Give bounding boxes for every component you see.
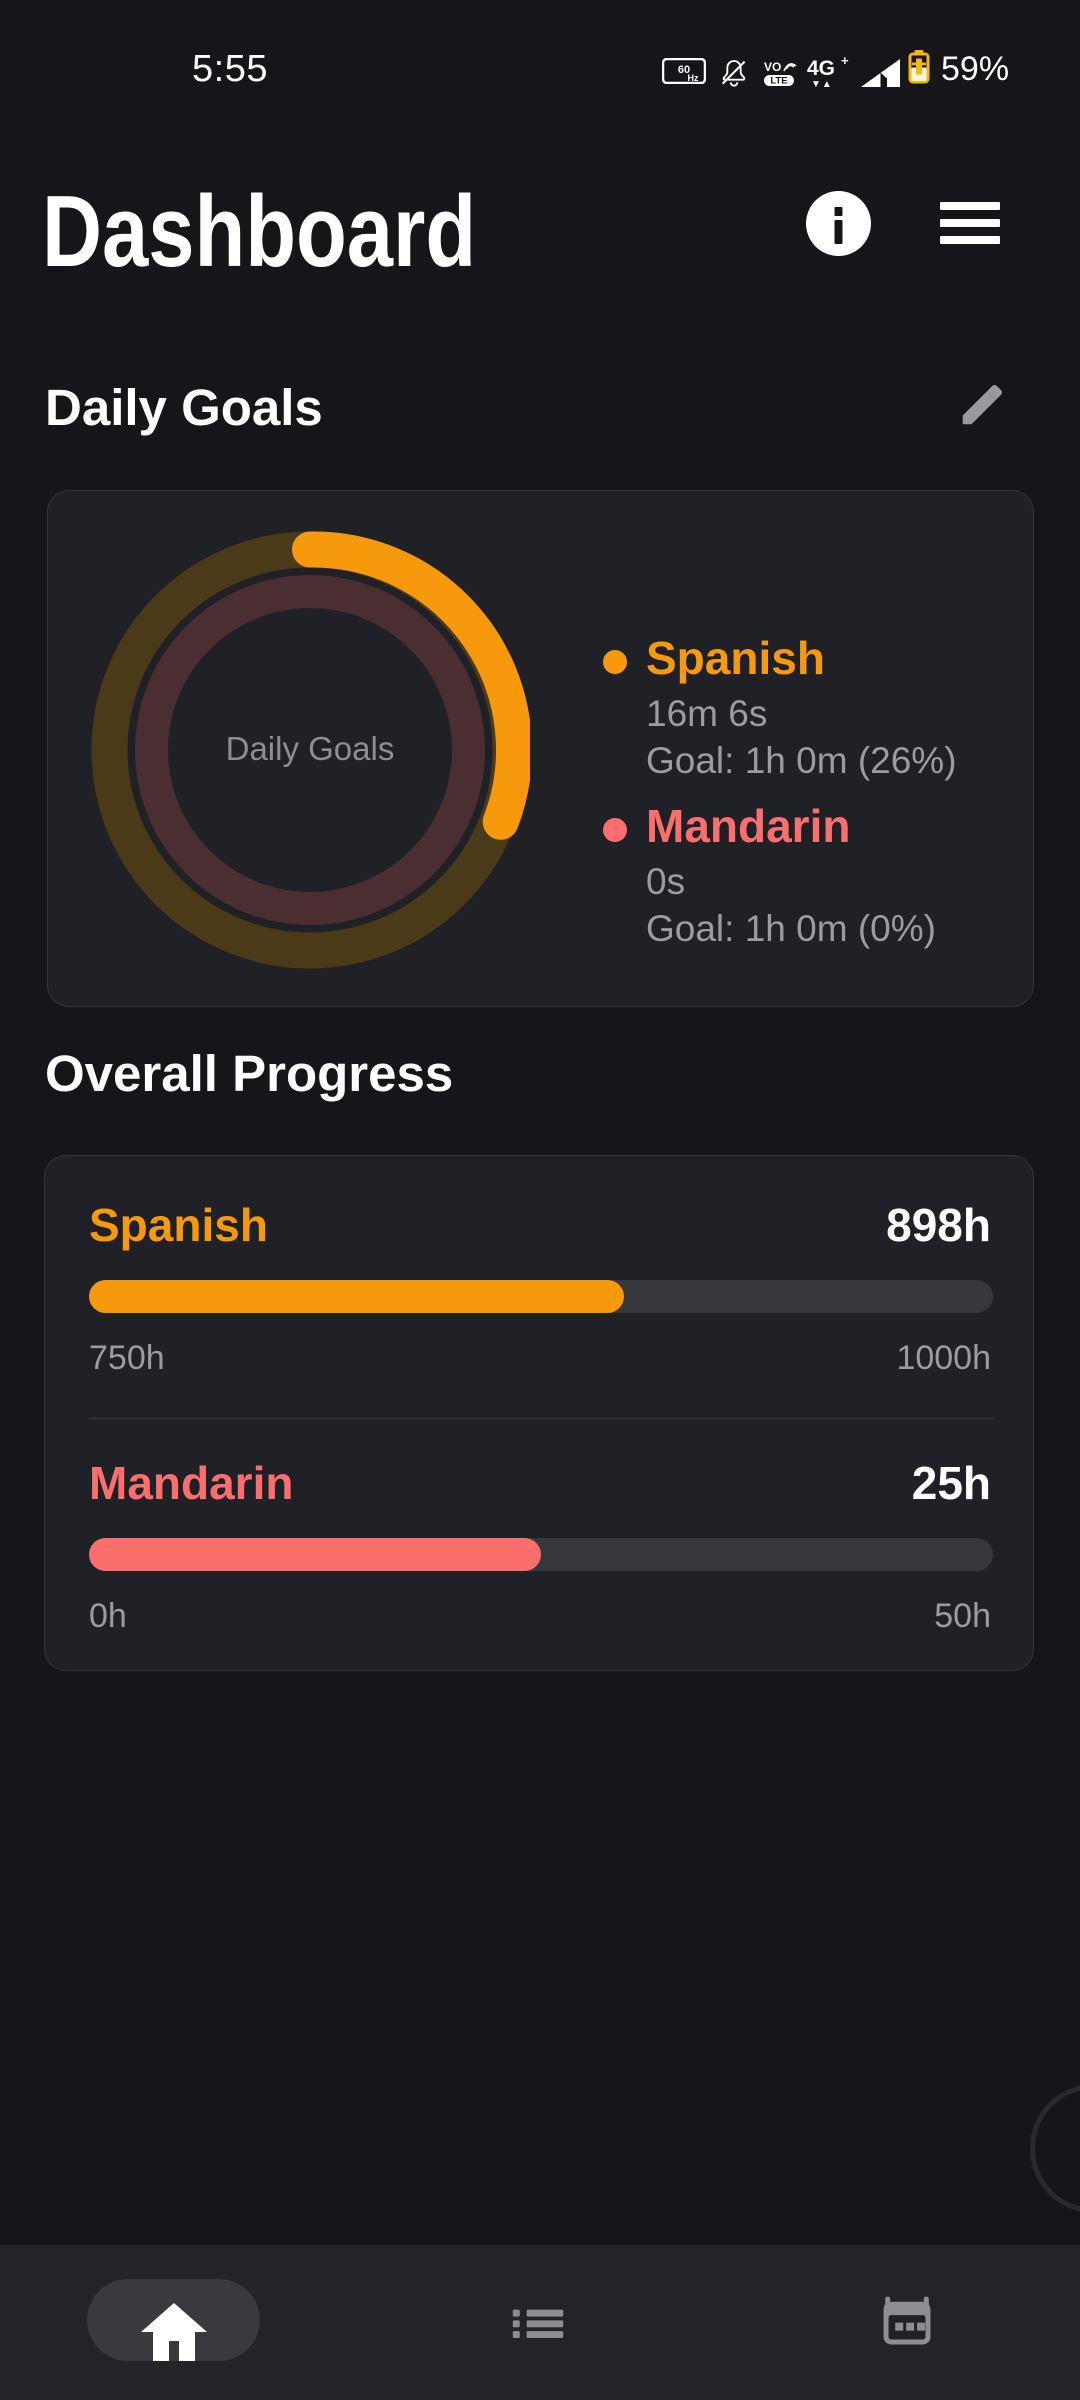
svg-text:Daily Goals: Daily Goals (226, 730, 395, 767)
svg-text:4G: 4G (807, 57, 835, 80)
svg-text:+: + (841, 53, 849, 68)
svg-text:▼▲: ▼▲ (811, 79, 833, 89)
svg-text:VO: VO (764, 60, 781, 74)
svg-text:LTE: LTE (770, 76, 787, 87)
svg-text:Hz: Hz (688, 73, 699, 83)
